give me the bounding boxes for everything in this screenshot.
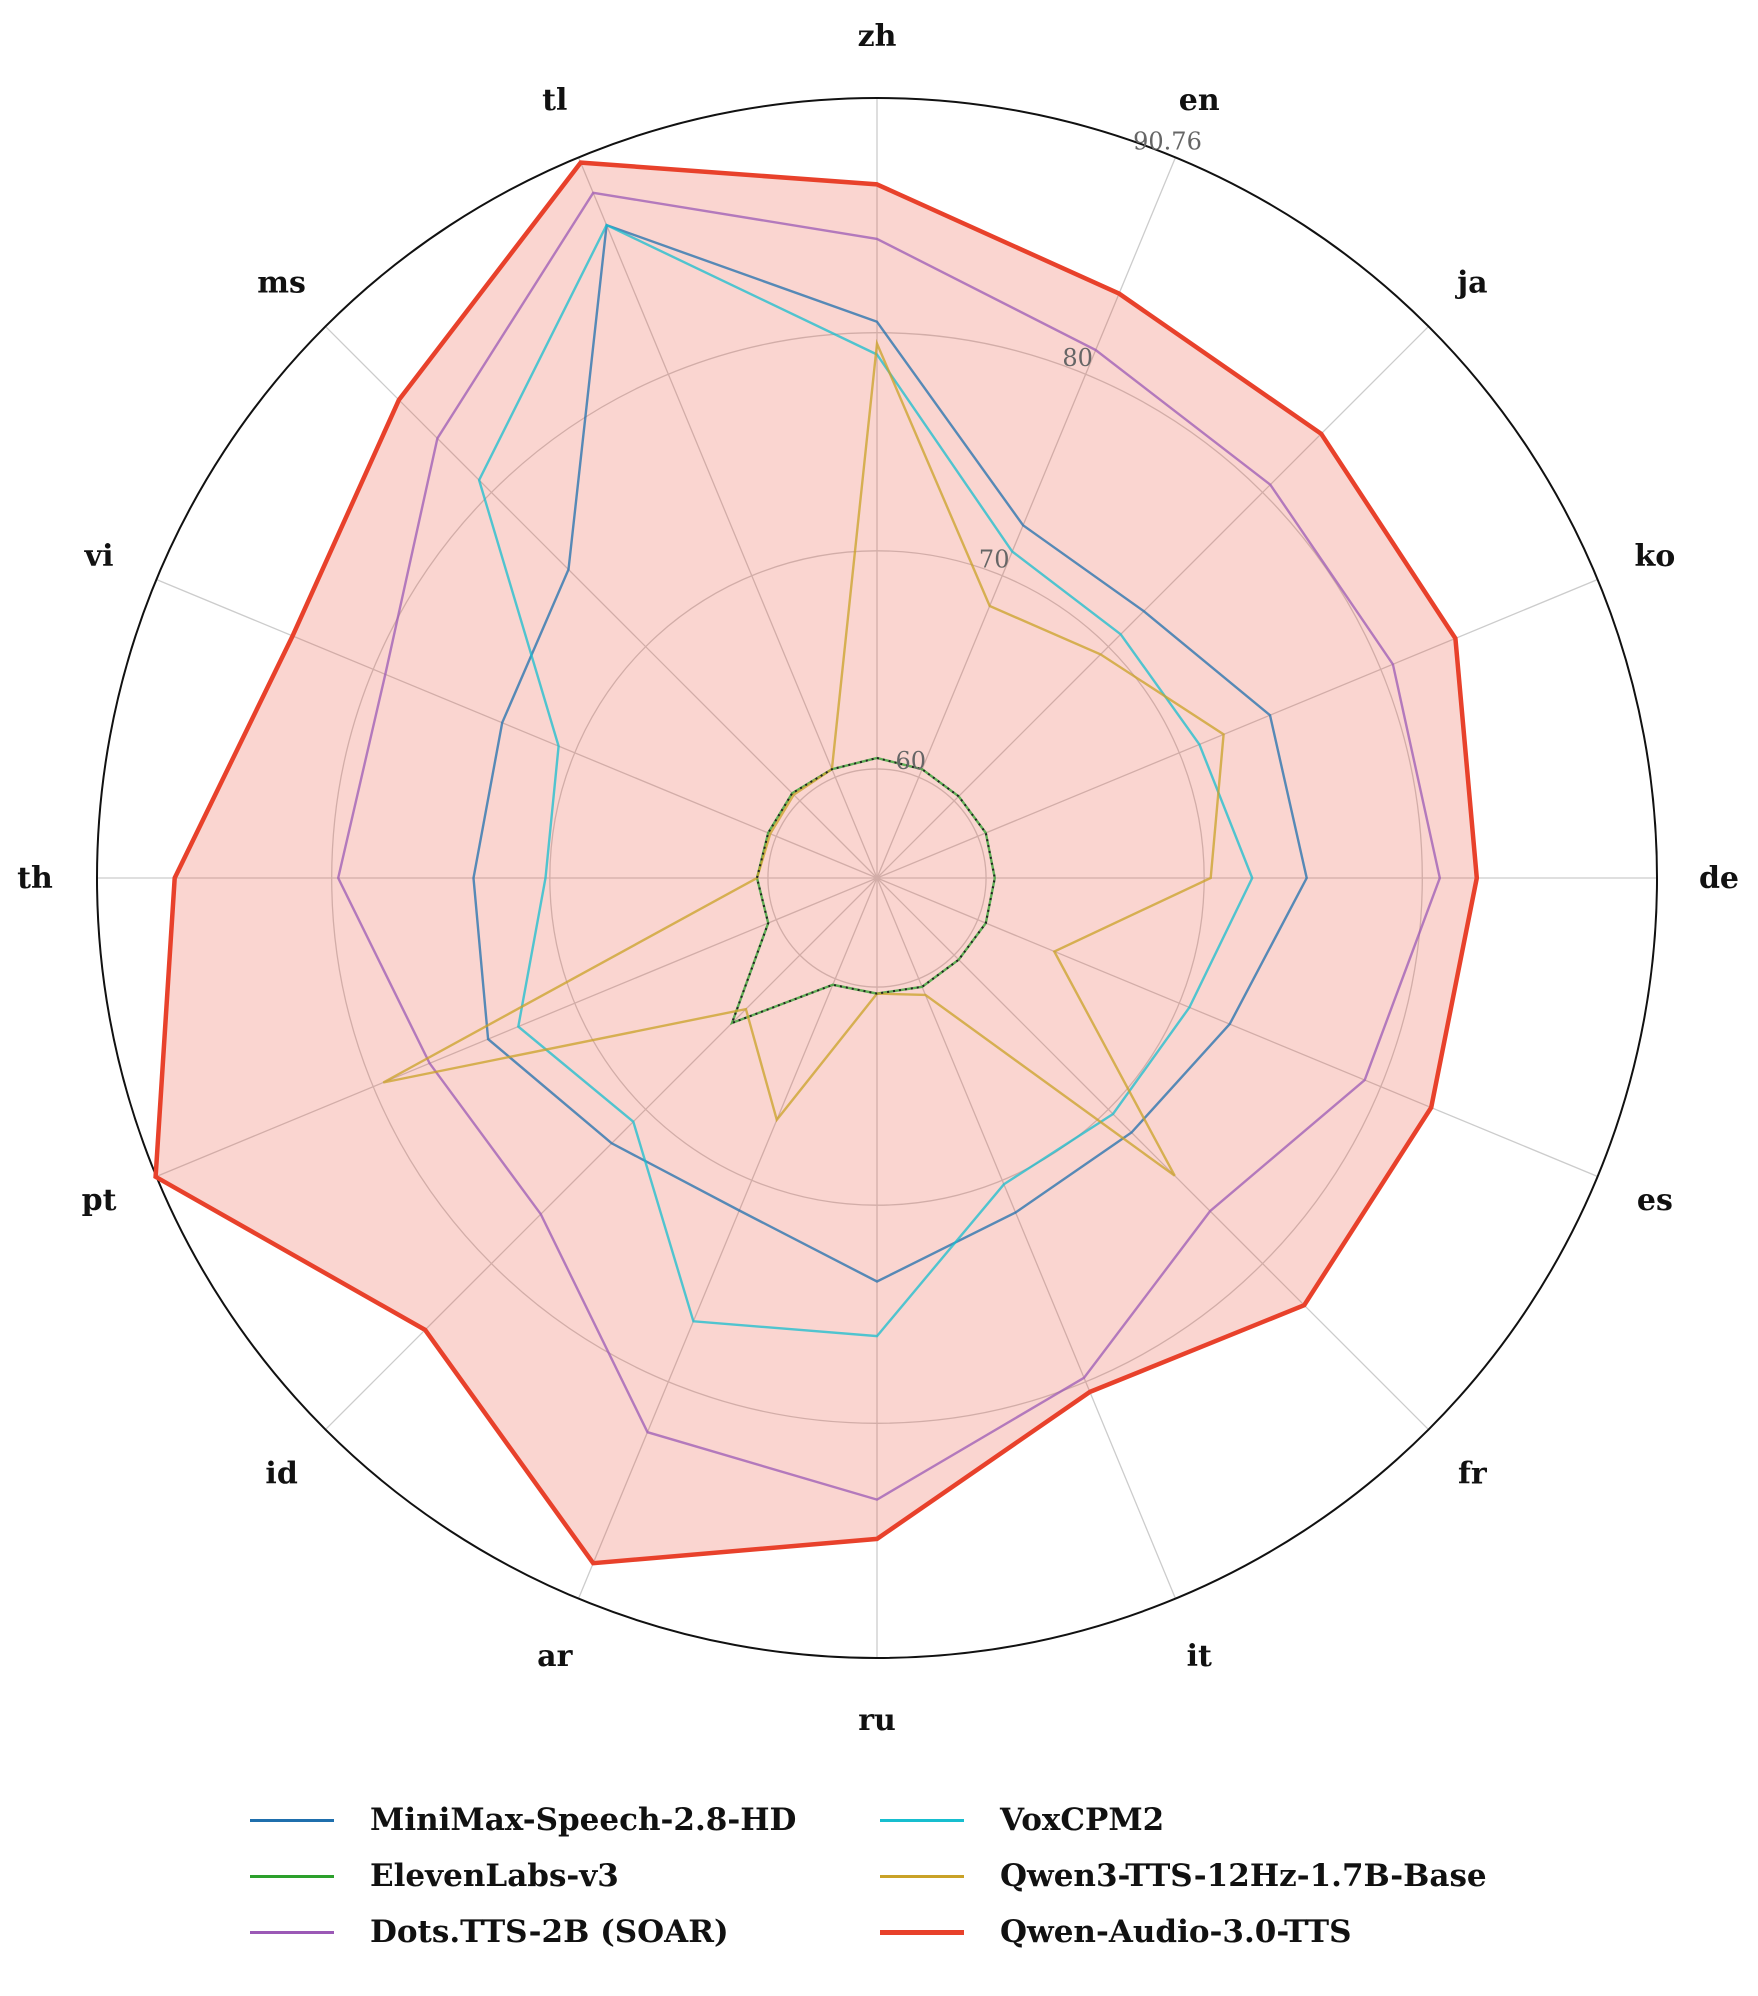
axis-label-tl: tl [542,83,567,118]
spoke-ko [876,578,1598,879]
series-fill-5 [155,162,1477,1564]
axis-label-vi: vi [84,539,114,574]
axis-label-ar: ar [537,1639,573,1674]
spoke-it [876,877,1177,1599]
axis-label-ru: ru [858,1703,896,1738]
spoke-tl [577,157,878,879]
spoke-fr [876,877,1430,1431]
legend-swatch [250,1874,334,1878]
legend-item: ElevenLabs-v3 [250,1848,619,1904]
tick-label: 70 [979,546,1010,574]
legend: MiniMax-Speech-2.8-HD ElevenLabs-v3 Dots.T… [250,1792,1550,1972]
axis-label-pt: pt [82,1183,117,1218]
legend-item: MiniMax-Speech-2.8-HD [250,1792,796,1848]
axis-label-zh: zh [858,19,897,54]
grid-circle-80 [331,332,1423,1424]
axis-label-es: es [1637,1183,1673,1218]
series-line-2 [336,191,1442,1501]
legend-swatch [880,1818,964,1822]
grid-circle-60 [767,768,987,988]
legend-label: VoxCPM2 [1000,1802,1165,1838]
spoke-ja [876,325,1430,879]
legend-item: Qwen3-TTS-12Hz-1.7B-Base [880,1848,1487,1904]
legend-swatch [250,1930,334,1934]
legend-label: Dots.TTS-2B (SOAR) [370,1914,729,1950]
series-line-5 [153,160,1480,1566]
axis-label-ko: ko [1635,539,1676,574]
tick-label: 60 [895,747,926,775]
legend-item: Qwen-Audio-3.0-TTS [880,1904,1352,1960]
grid-circle-70 [549,550,1205,1206]
legend-label: Qwen-Audio-3.0-TTS [1000,1914,1352,1950]
axis-label-th: th [17,861,53,896]
legend-label: MiniMax-Speech-2.8-HD [370,1802,797,1838]
tick-label: 80 [1062,344,1093,372]
legend-swatch [880,1874,964,1878]
spoke-en [876,157,1177,879]
legend-label: Qwen3-TTS-12Hz-1.7B-Base [1000,1858,1487,1894]
axis-label-en: en [1179,83,1220,118]
spoke-pt [156,877,878,1178]
spoke-ms [324,325,878,879]
tick-label: 90.76 [1133,127,1202,155]
legend-label: ElevenLabs-v3 [370,1858,619,1894]
axis-label-ms: ms [257,266,306,301]
legend-item: VoxCPM2 [880,1792,1164,1848]
spoke-es [876,877,1598,1178]
spoke-vi [156,578,878,879]
legend-swatch [880,1929,964,1935]
spoke-ar [577,877,878,1599]
spoke-id [324,877,878,1431]
axis-label-ja: ja [1454,266,1487,301]
axis-label-id: id [265,1456,297,1491]
series-line-3 [477,223,1254,1338]
legend-item: Dots.TTS-2B (SOAR) [250,1904,729,1960]
series-dotted-ring [730,756,996,1025]
axis-label-de: de [1699,861,1739,896]
legend-swatch [250,1818,334,1822]
axis-label-it: it [1187,1639,1212,1674]
series-line-0 [472,223,1308,1283]
axis-label-fr: fr [1458,1456,1488,1491]
outer-circle [96,97,1658,1659]
